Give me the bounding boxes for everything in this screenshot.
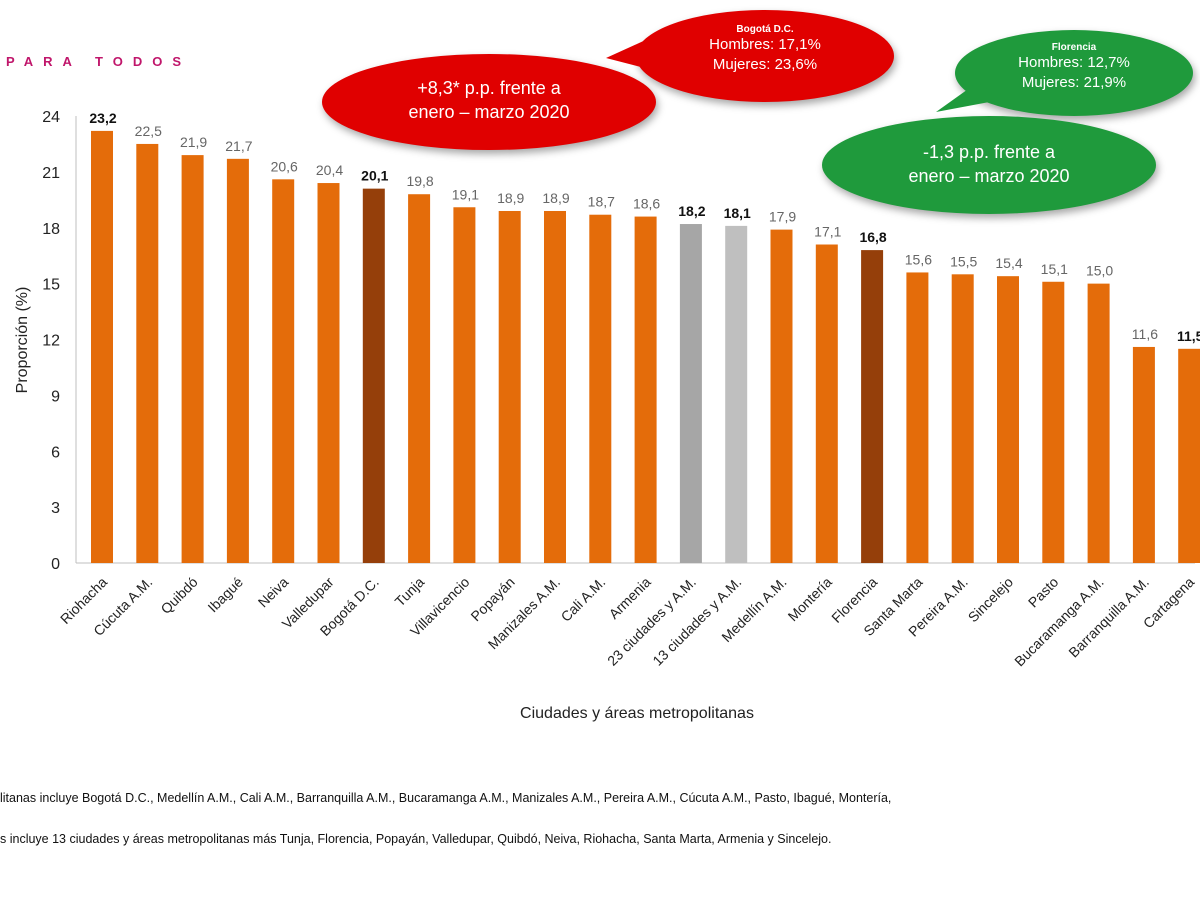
- data-label: 18,9: [542, 190, 569, 206]
- bar: [362, 188, 385, 563]
- florencia-callout: Florencia Hombres: 12,7% Mujeres: 21,9%: [955, 30, 1193, 116]
- florencia-callout-title: Florencia: [1051, 42, 1097, 53]
- data-label: 11,6: [1132, 326, 1158, 342]
- data-label: 16,8: [859, 229, 886, 245]
- data-label: 15,1: [1041, 261, 1068, 277]
- data-label: 19,8: [406, 173, 433, 189]
- y-tick-label: 18: [42, 221, 60, 238]
- data-label: 15,4: [995, 255, 1022, 271]
- bar: [1087, 283, 1110, 563]
- banner-text: PARA TODOS: [6, 54, 191, 69]
- y-tick-label: 12: [42, 333, 60, 350]
- bogota-callout: Bogotá D.C. Hombres: 17,1% Mujeres: 23,6…: [636, 10, 894, 102]
- x-tick-label: Barranquilla A.M.: [1065, 574, 1152, 661]
- data-label: 17,1: [814, 224, 841, 240]
- bogota-change-callout: +8,3* p.p. frente a enero – marzo 2020: [322, 54, 656, 150]
- bar: [272, 179, 295, 563]
- data-label: 18,7: [588, 194, 615, 210]
- callout-tails: [606, 38, 1000, 112]
- x-tick-label: Ibagué: [204, 574, 246, 616]
- florencia-callout-tail: [936, 82, 1000, 112]
- x-tick-label: Sincelejo: [965, 574, 1017, 626]
- florencia-hombres: Hombres: 12,7%: [1018, 54, 1130, 71]
- data-label: 18,9: [497, 190, 524, 206]
- x-tick-label: Montería: [785, 574, 836, 625]
- y-axis-label: Proporción (%): [14, 287, 31, 394]
- data-label: 15,6: [905, 251, 932, 267]
- bar: [544, 210, 566, 564]
- bar: [453, 207, 476, 563]
- bar: [679, 224, 702, 563]
- x-tick-label: Cali A.M.: [557, 574, 608, 625]
- data-label: 20,6: [271, 158, 298, 174]
- bar: [861, 250, 884, 563]
- y-tick-label: 9: [51, 388, 60, 405]
- bogota-callout-title: Bogotá D.C.: [736, 24, 794, 35]
- x-tick-label: Neiva: [255, 574, 292, 611]
- data-label: 21,9: [180, 134, 207, 150]
- data-label: 18,2: [678, 203, 705, 219]
- y-tick-label: 24: [42, 109, 60, 126]
- x-tick-label: Tunja: [392, 574, 428, 610]
- y-tick-label: 15: [42, 277, 60, 294]
- bar: [317, 183, 340, 564]
- data-label: 15,5: [950, 253, 977, 269]
- data-label: 22,5: [135, 123, 162, 139]
- y-tick-label: 6: [51, 444, 60, 461]
- florencia-mujeres: Mujeres: 21,9%: [1021, 74, 1127, 91]
- bogota-change-line2: enero – marzo 2020: [408, 102, 570, 122]
- bar: [815, 244, 838, 563]
- bogota-callout-tail: [606, 38, 660, 72]
- x-axis-label: Ciudades y áreas metropolitanas: [520, 705, 754, 722]
- y-tick-label: 0: [51, 556, 60, 573]
- bar: [906, 272, 929, 563]
- bogota-change-line1: +8,3* p.p. frente a: [417, 78, 561, 98]
- bar: [498, 210, 521, 564]
- x-tick-label: Quibdó: [157, 574, 200, 617]
- data-label: 20,4: [316, 162, 343, 178]
- data-label: 15,0: [1086, 263, 1113, 279]
- y-tick-label: 3: [51, 500, 60, 517]
- bogota-hombres: Hombres: 17,1%: [709, 36, 821, 53]
- bar: [725, 225, 748, 563]
- data-label: 19,1: [452, 186, 479, 202]
- data-label: 23,2: [89, 110, 116, 126]
- bar: [136, 143, 159, 563]
- florencia-change-line1: -1,3 p.p. frente a: [922, 142, 1056, 162]
- y-tick-label: 21: [42, 165, 60, 182]
- bar: [634, 216, 657, 563]
- bar: [408, 194, 431, 563]
- bogota-mujeres: Mujeres: 23,6%: [712, 56, 818, 73]
- data-label: 21,7: [225, 138, 252, 154]
- data-label: 17,9: [769, 209, 796, 225]
- bar: [589, 214, 612, 563]
- data-label: 18,1: [724, 205, 751, 221]
- florencia-change-line2: enero – marzo 2020: [908, 166, 1070, 186]
- data-label: 20,1: [361, 168, 388, 184]
- florencia-change-callout: -1,3 p.p. frente a enero – marzo 2020: [822, 116, 1156, 214]
- bar: [1132, 346, 1155, 563]
- bar: [770, 229, 793, 564]
- footnote-1: litanas incluye Bogotá D.C., Medellín A.…: [0, 791, 892, 805]
- bar: [951, 274, 974, 563]
- data-label: 18,6: [633, 196, 660, 212]
- x-tick-label: Pasto: [1025, 574, 1062, 611]
- bar: [91, 130, 113, 563]
- data-label: 11,5: [1177, 328, 1200, 344]
- bar: [226, 158, 249, 563]
- bar: [997, 276, 1019, 563]
- bar: [1178, 348, 1200, 563]
- bar: [181, 155, 204, 564]
- footnote-2: s incluye 13 ciudades y áreas metropolit…: [0, 832, 832, 846]
- bar: [1042, 281, 1065, 563]
